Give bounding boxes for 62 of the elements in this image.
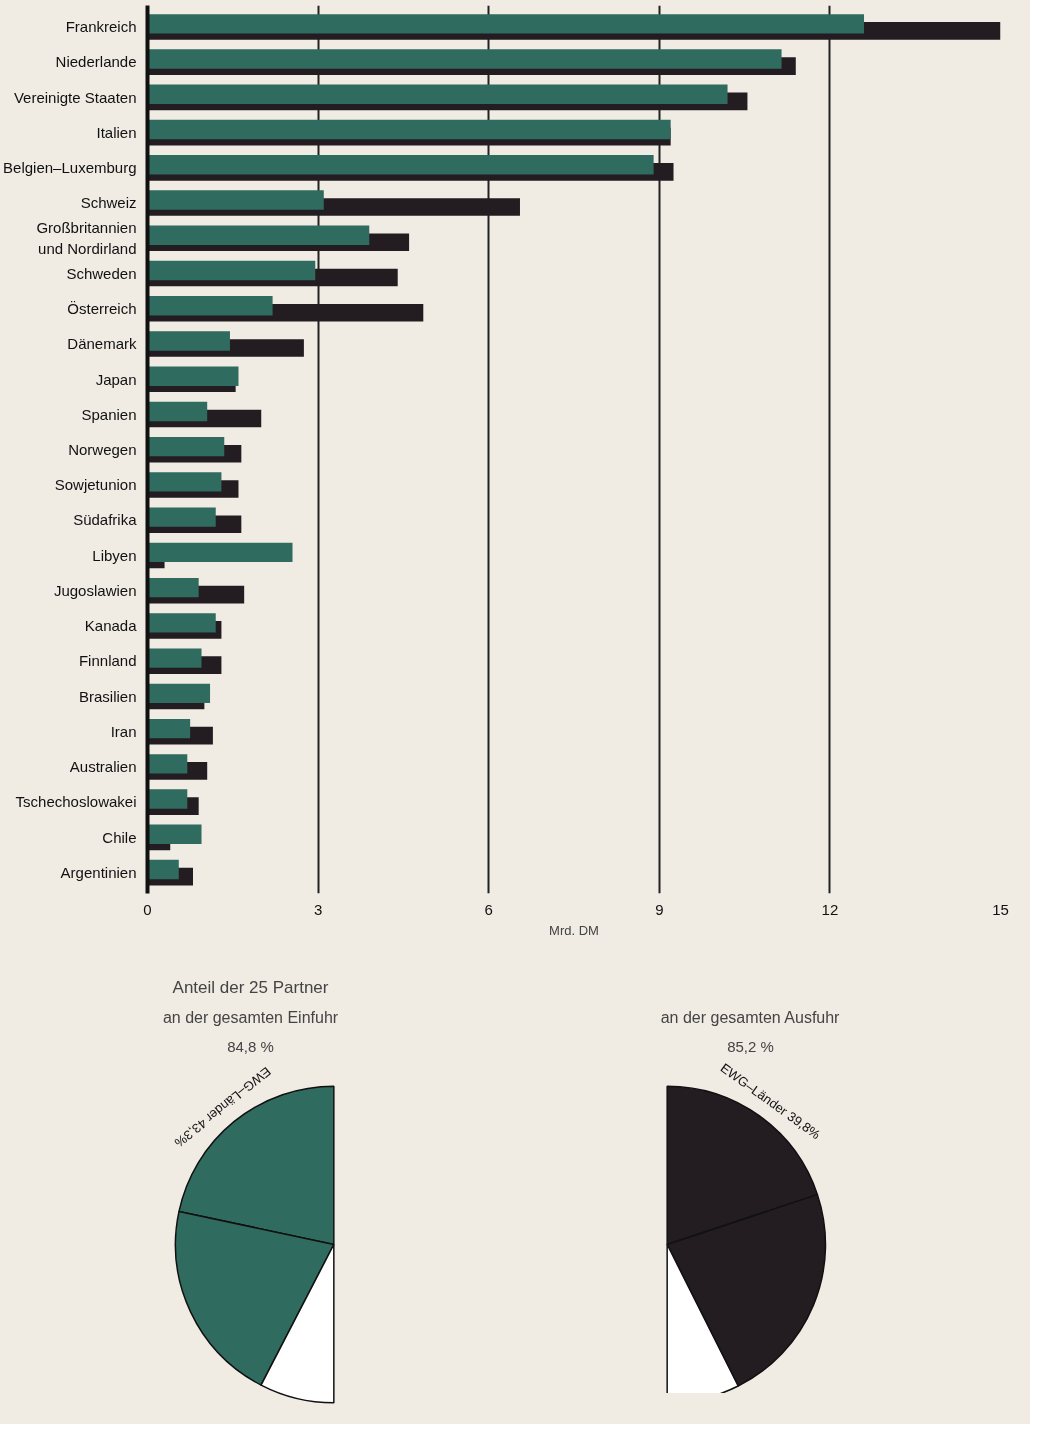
bar bbox=[147, 754, 188, 774]
y-tick-label: Australien bbox=[69, 758, 137, 776]
chart-subtitle: an der gesamten Einfuhr bbox=[162, 1008, 339, 1026]
bar bbox=[147, 119, 671, 140]
bar bbox=[147, 472, 222, 492]
y-tick-label: Großbritannien und Nordirland bbox=[36, 219, 137, 257]
y-tick-label: Norwegen bbox=[68, 441, 137, 458]
y-tick-label: Jugoslawien bbox=[53, 581, 137, 599]
x-tick-label: 9 bbox=[655, 900, 664, 918]
y-tick-label: Österreich bbox=[67, 300, 137, 318]
bar bbox=[147, 49, 782, 69]
bar bbox=[147, 260, 316, 281]
y-tick-label: Spanien bbox=[81, 405, 137, 423]
chart-title: Anteil der 25 Partner bbox=[172, 977, 329, 997]
x-tick-label: 12 bbox=[821, 900, 839, 918]
x-tick-label: 3 bbox=[313, 900, 323, 918]
y-tick-label: Argentinien bbox=[60, 863, 137, 881]
bar bbox=[147, 683, 211, 704]
bar bbox=[147, 859, 179, 880]
bar bbox=[147, 14, 865, 34]
bar bbox=[147, 577, 199, 598]
y-tick-label: Dänemark bbox=[67, 335, 137, 353]
bar bbox=[147, 225, 370, 245]
y-tick-label: Italien bbox=[96, 123, 137, 141]
bar bbox=[147, 190, 324, 210]
y-tick-label: Schweden bbox=[66, 264, 137, 282]
bar bbox=[147, 613, 216, 633]
bar bbox=[147, 718, 191, 739]
bar bbox=[147, 436, 225, 457]
chart-subtitle: an der gesamten Ausfuhr bbox=[660, 1008, 841, 1026]
bar bbox=[147, 296, 273, 316]
x-axis-title: Mrd. DM bbox=[549, 922, 599, 938]
x-tick-label: 0 bbox=[143, 900, 152, 918]
y-tick-label: Frankreich bbox=[65, 18, 137, 36]
x-tick-label: 6 bbox=[484, 900, 493, 918]
y-tick-label: Iran bbox=[110, 722, 137, 740]
y-tick-label: Japan bbox=[95, 370, 137, 388]
text: 85,2 % bbox=[727, 1037, 774, 1055]
bar bbox=[147, 331, 230, 351]
y-tick-label: Finnland bbox=[78, 652, 137, 670]
bar bbox=[147, 648, 202, 668]
y-tick-label: Chile bbox=[102, 828, 137, 846]
bar bbox=[147, 789, 188, 809]
bar bbox=[147, 366, 239, 386]
y-tick-label: Südafrika bbox=[73, 511, 138, 529]
y-tick-label: Tschechoslowakei bbox=[15, 793, 137, 811]
y-tick-label: Sowjetunion bbox=[54, 476, 137, 494]
x-tick-label: 15 bbox=[992, 900, 1009, 918]
y-tick-label: Libyen bbox=[92, 546, 137, 564]
bar bbox=[147, 155, 654, 175]
bar bbox=[147, 542, 293, 563]
y-tick-label: Kanada bbox=[84, 617, 138, 635]
y-tick-label: Schweiz bbox=[80, 194, 137, 212]
bar bbox=[147, 401, 208, 422]
y-tick-label: Niederlande bbox=[55, 53, 137, 71]
y-tick-label: Brasilien bbox=[78, 687, 137, 705]
text: 84,8 % bbox=[227, 1037, 274, 1055]
bar bbox=[147, 84, 728, 104]
y-tick-label: Belgien–Luxemburg bbox=[3, 159, 137, 177]
y-tick-label: Vereinigte Staaten bbox=[13, 88, 137, 106]
bar bbox=[147, 824, 202, 844]
bar bbox=[147, 507, 216, 527]
